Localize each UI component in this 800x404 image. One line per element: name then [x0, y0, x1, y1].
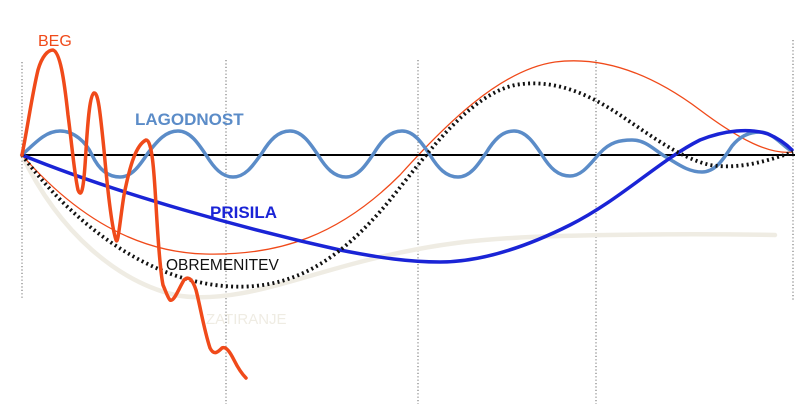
label-beg: BEG [38, 33, 72, 50]
zatiranje-curve [19, 152, 778, 300]
beg-curve [20, 48, 248, 380]
prisila-curve [20, 128, 794, 264]
lagodnost-curve [20, 129, 792, 179]
label-prisila: PRISILA [210, 203, 277, 222]
thin-red-curve [21, 60, 794, 255]
label-zatiranje: ZATIRANJE [206, 311, 287, 328]
label-obremenitev: OBREMENITEV [166, 257, 279, 274]
label-lagodnost: LAGODNOST [135, 110, 244, 129]
